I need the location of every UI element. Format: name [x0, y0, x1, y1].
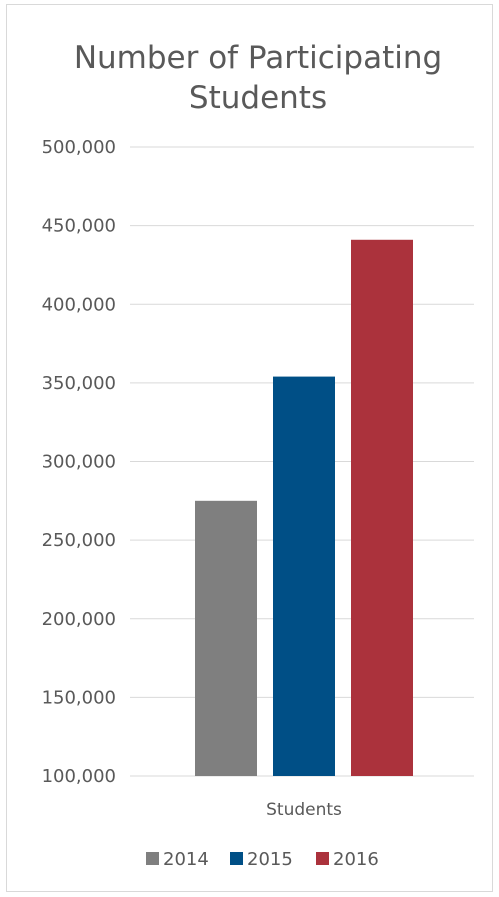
legend-item-2016: 2016	[316, 849, 379, 870]
y-axis-tick-labels: 100,000 150,000 200,000 250,000 300,000 350,0…	[42, 137, 116, 787]
legend-label-2014: 2014	[163, 849, 209, 870]
y-tick-label-8: 500,000	[42, 137, 116, 158]
legend-swatch-2016	[316, 852, 329, 865]
bars	[195, 239, 413, 777]
bar-2014-students	[195, 500, 257, 776]
bar-2016-students	[351, 239, 413, 777]
y-tick-label-0: 100,000	[42, 766, 116, 787]
chart-title-line-1: Number of Participating	[74, 40, 442, 76]
chart-title: Number of Participating Students	[74, 40, 442, 116]
y-tick-label-7: 450,000	[42, 216, 116, 237]
x-axis-category-labels: Students	[266, 800, 342, 820]
legend-item-2014: 2014	[146, 849, 209, 870]
y-tick-label-3: 250,000	[42, 530, 116, 551]
y-tick-label-2: 200,000	[42, 609, 116, 630]
legend-label-2015: 2015	[247, 849, 293, 870]
y-tick-label-1: 150,000	[42, 687, 116, 708]
bar-2015-students	[273, 376, 335, 776]
legend-swatch-2014	[146, 852, 159, 865]
legend-label-2016: 2016	[333, 849, 379, 870]
y-tick-label-6: 400,000	[42, 294, 116, 315]
legend: 2014 2015 2016	[146, 849, 379, 870]
y-tick-label-4: 300,000	[42, 452, 116, 473]
legend-item-2015: 2015	[230, 849, 293, 870]
chart-frame	[6, 4, 493, 892]
y-tick-label-5: 350,000	[42, 373, 116, 394]
chart-title-line-2: Students	[189, 80, 327, 116]
legend-swatch-2015	[230, 852, 243, 865]
x-category-label-0: Students	[266, 800, 342, 820]
gridlines	[130, 146, 474, 777]
